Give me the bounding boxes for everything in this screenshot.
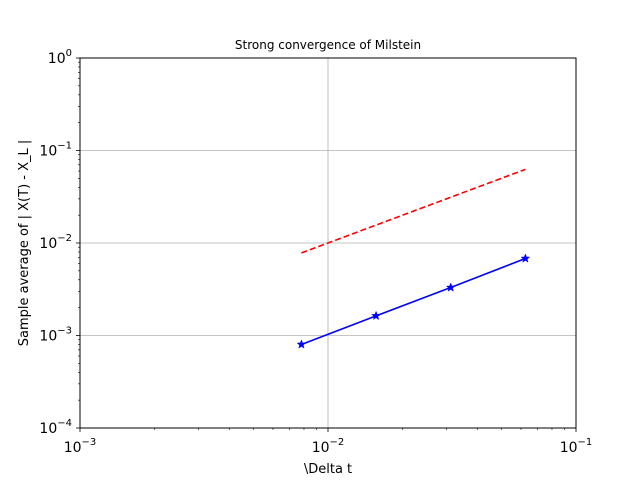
x-tick-label-1: 10−2 — [312, 437, 345, 456]
y-tick-label-4: 100 — [48, 48, 72, 67]
series-1-line — [301, 168, 526, 254]
chart-title: Strong convergence of Milstein — [235, 38, 421, 52]
series-0-point-2 — [445, 282, 456, 292]
y-tick-label-2: 10−2 — [39, 233, 72, 252]
y-tick-label-3: 10−1 — [39, 141, 72, 160]
series-0-line — [301, 257, 526, 346]
series-0-point-0 — [296, 339, 307, 349]
series-0-point-3 — [520, 253, 531, 263]
series-0-point-1 — [371, 310, 382, 321]
y-tick-label-0: 10−4 — [39, 418, 72, 437]
x-axis-label: \Delta t — [304, 462, 352, 477]
series-layer — [296, 168, 531, 349]
y-axis-label: Sample average of | X(T) - X_L | — [17, 140, 32, 347]
y-tick-label-1: 10−3 — [39, 326, 72, 345]
x-tick-label-0: 10−3 — [64, 437, 97, 456]
x-tick-label-2: 10−1 — [560, 437, 593, 456]
